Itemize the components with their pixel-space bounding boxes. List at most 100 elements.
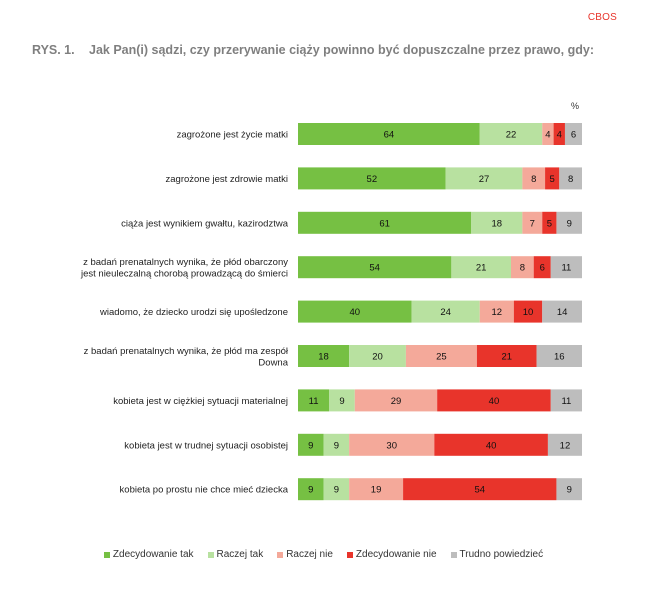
bar-segment xyxy=(298,300,412,323)
bar-segment xyxy=(354,389,438,412)
legend-swatch xyxy=(346,551,353,558)
bar-value-label: 61 xyxy=(379,218,390,229)
bar-value-label: 21 xyxy=(476,263,487,274)
bar-segment xyxy=(542,123,554,145)
bar-value-label: 20 xyxy=(372,352,383,363)
bar-segment xyxy=(411,300,480,323)
legend-item: Raczej tak xyxy=(207,549,263,560)
legend-item: Zdecydowanie tak xyxy=(103,549,194,560)
bar-segment xyxy=(522,211,543,234)
bar-value-label: 40 xyxy=(489,396,500,407)
category-label: kobieta jest w trudnej sytuacji osobiste… xyxy=(124,440,288,451)
bar-value-label: 24 xyxy=(440,307,451,318)
bar-value-label: 9 xyxy=(339,396,344,407)
bar-value-label: 8 xyxy=(568,174,573,185)
bar-value-label: 9 xyxy=(308,440,313,451)
legend-item: Raczej nie xyxy=(277,549,333,560)
legend-label: Zdecydowanie nie xyxy=(355,549,437,560)
bar-value-label: 52 xyxy=(367,174,378,185)
bar-value-label: 25 xyxy=(436,352,447,363)
bar-segment xyxy=(550,256,582,279)
bar-segment xyxy=(547,433,582,456)
bar-value-label: 9 xyxy=(567,218,572,229)
bar-value-label: 11 xyxy=(309,396,319,407)
bar-value-label: 14 xyxy=(557,307,568,318)
bar-value-label: 40 xyxy=(486,440,497,451)
bar-value-label: 8 xyxy=(520,263,525,274)
bar-segment xyxy=(298,167,446,190)
bar-segment xyxy=(471,211,523,234)
bar-segment xyxy=(349,478,404,501)
category-label: zagrożone jest zdrowie matki xyxy=(166,174,289,185)
bar-value-label: 12 xyxy=(560,440,571,451)
bar-segment xyxy=(298,256,452,279)
bar-segment xyxy=(405,345,477,367)
bar-segment xyxy=(451,256,511,279)
bar-segment xyxy=(513,300,543,323)
chart-legend: Zdecydowanie tak Raczej tak Raczej nie Zdec… xyxy=(0,549,647,560)
bar-value-label: 7 xyxy=(530,218,535,229)
bar-value-label: 6 xyxy=(540,263,545,274)
bar-segment xyxy=(298,478,324,501)
bar-segment xyxy=(298,123,480,145)
bar-segment xyxy=(479,300,514,323)
category-label: kobieta jest w ciężkiej sytuacji materia… xyxy=(113,396,288,407)
legend-swatch xyxy=(277,551,284,558)
bar-value-label: 11 xyxy=(561,263,571,274)
bar-segment xyxy=(479,123,543,145)
bar-segment xyxy=(437,389,551,412)
category-label: zagrożone jest życie matki xyxy=(177,130,288,141)
bar-segment xyxy=(434,433,548,456)
category-label: wiadomo, że dziecko urodzi się upośledzo… xyxy=(99,307,288,318)
bar-value-label: 4 xyxy=(545,130,550,141)
bar-segment xyxy=(445,167,523,190)
bar-segment xyxy=(298,389,330,412)
bar-value-label: 12 xyxy=(492,307,503,318)
bar-value-label: 22 xyxy=(506,130,517,141)
unit-label: % xyxy=(571,101,580,111)
bar-segment xyxy=(476,345,537,367)
bar-value-label: 11 xyxy=(561,396,571,407)
bar-value-label: 18 xyxy=(492,218,503,229)
bar-segment xyxy=(329,389,355,412)
bar-value-label: 5 xyxy=(550,174,555,185)
bar-segment xyxy=(545,167,560,190)
bar-value-label: 8 xyxy=(531,174,536,185)
legend-swatch xyxy=(207,551,214,558)
bar-value-label: 4 xyxy=(557,130,562,141)
legend-label: Trudno powiedzieć xyxy=(459,549,544,560)
bar-value-label: 9 xyxy=(334,485,339,496)
category-label: z badań prenatalnych wynika, że płód oba… xyxy=(80,257,288,280)
bar-segment xyxy=(298,345,350,367)
bar-value-label: 16 xyxy=(554,352,565,363)
bar-value-label: 19 xyxy=(371,485,382,496)
bar-value-label: 54 xyxy=(369,263,380,274)
bar-value-label: 6 xyxy=(571,130,576,141)
bar-segment xyxy=(298,433,324,456)
bar-segment xyxy=(349,345,406,367)
legend-swatch xyxy=(103,551,110,558)
bar-segment xyxy=(559,167,582,190)
bar-value-label: 21 xyxy=(501,352,512,363)
legend-swatch xyxy=(450,551,457,558)
bar-value-label: 29 xyxy=(391,396,402,407)
bar-segment xyxy=(298,211,472,234)
legend-label: Raczej nie xyxy=(286,549,333,560)
bar-segment xyxy=(542,300,582,323)
bar-value-label: 27 xyxy=(479,174,490,185)
category-label: ciąża jest wynikiem gwałtu, kazirodztwa xyxy=(121,218,289,229)
bar-segment xyxy=(511,256,534,279)
bar-segment xyxy=(550,389,582,412)
bar-value-label: 9 xyxy=(567,485,572,496)
bar-segment xyxy=(536,345,582,367)
bar-value-label: 30 xyxy=(386,440,397,451)
figure-title-text: Jak Pan(i) sądzi, czy przerywanie ciąży … xyxy=(89,43,594,57)
category-label: kobieta po prostu nie chce mieć dziecka xyxy=(120,485,289,496)
category-label: z badań prenatalnych wynika, że płód ma … xyxy=(84,346,289,369)
bar-segment xyxy=(323,433,350,456)
bar-value-label: 9 xyxy=(334,440,339,451)
brand-label: CBOS xyxy=(587,12,617,23)
bar-segment xyxy=(533,256,551,279)
bar-segment xyxy=(556,478,582,501)
